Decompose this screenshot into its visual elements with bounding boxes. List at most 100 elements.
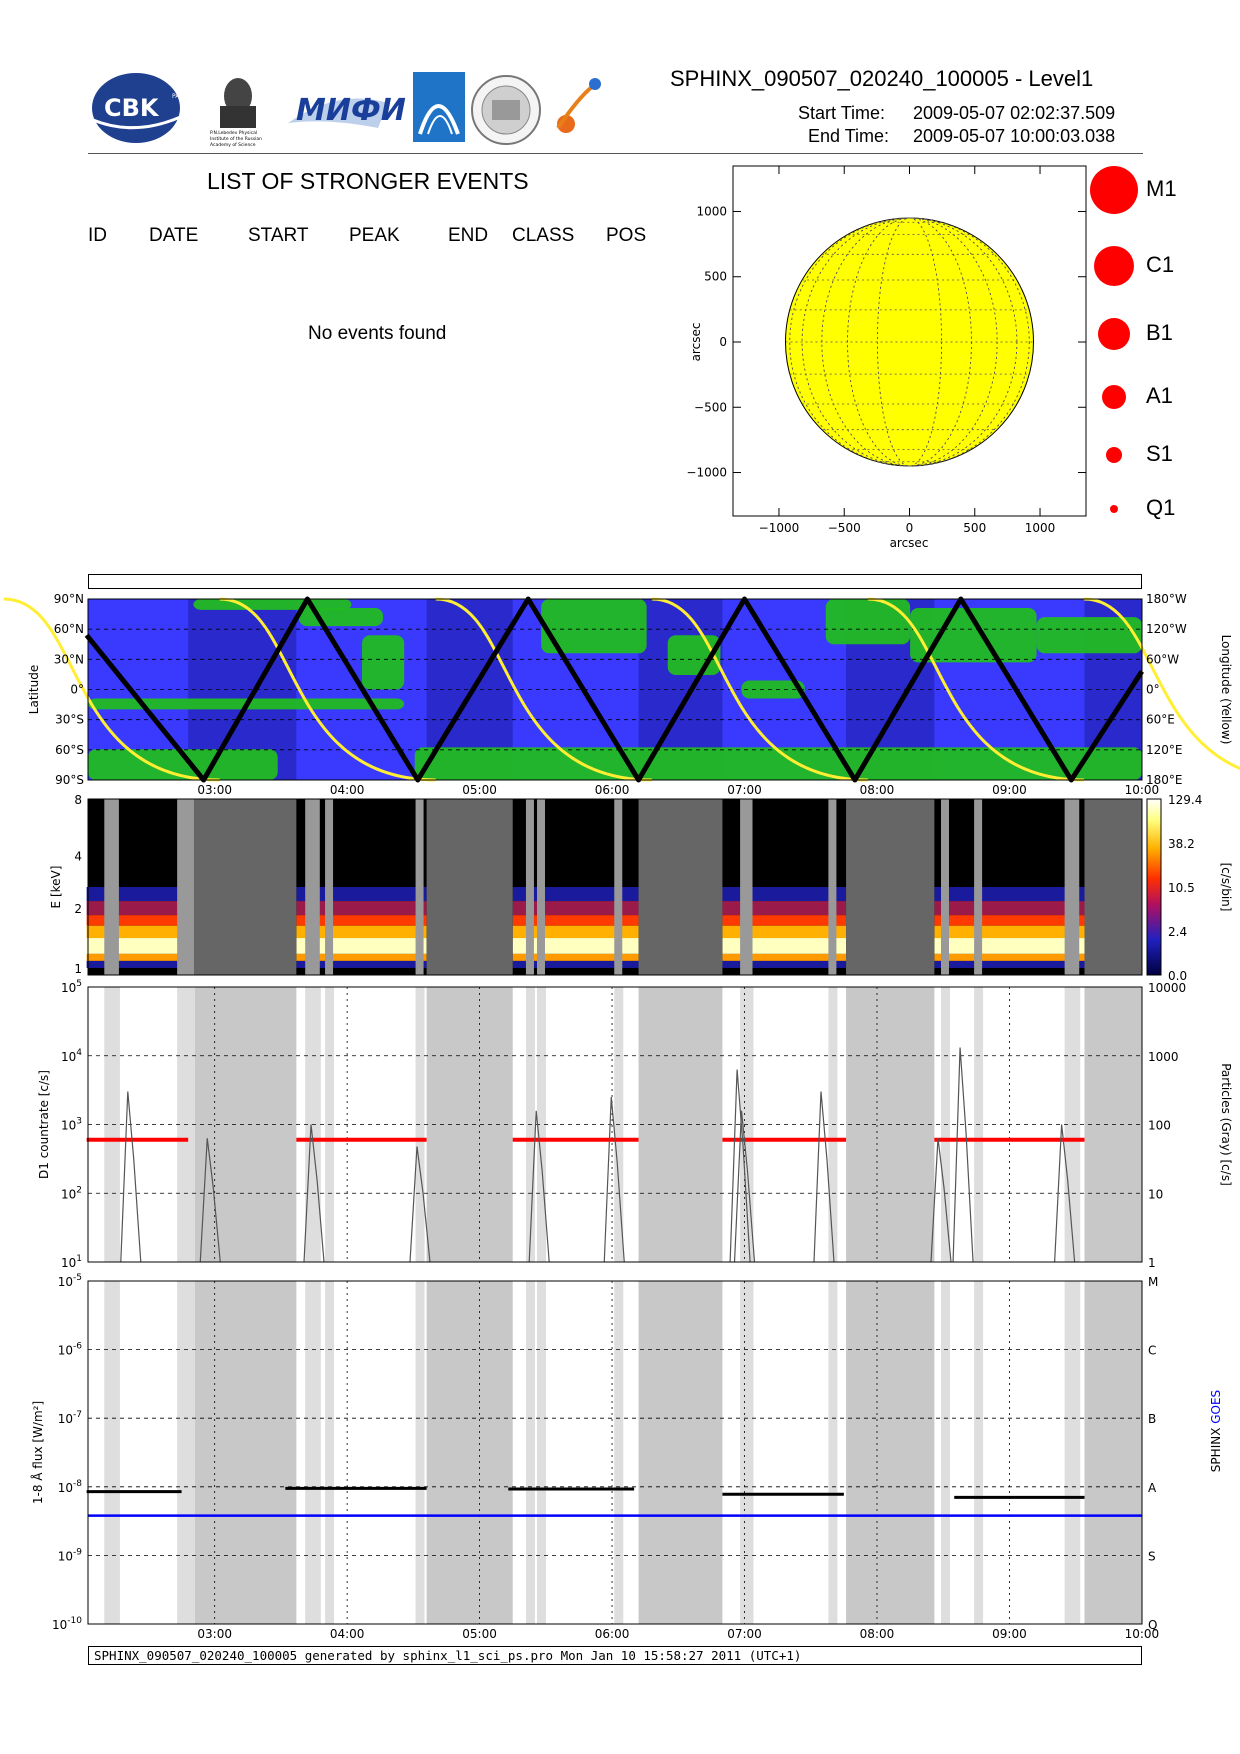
countrate-ytick: 105 <box>61 979 82 995</box>
flux-gap <box>846 1281 935 1624</box>
sun-xtick-label: −500 <box>828 521 861 535</box>
orbit-y2label: Longitude (Yellow) <box>1219 635 1233 745</box>
events-col-pos: POS <box>606 225 647 246</box>
flux-thin-gap <box>415 1281 425 1624</box>
particle-spike <box>120 1091 142 1263</box>
colorbar-tick: 0.0 <box>1168 969 1187 983</box>
flux-thin-gap <box>525 1281 535 1624</box>
sun-xtick-label: −1000 <box>759 521 800 535</box>
flux-frame <box>87 1280 1143 1625</box>
iki-logo <box>413 72 465 142</box>
svg-text:Academy of Science: Academy of Science <box>210 142 256 148</box>
particle-spike <box>528 1110 550 1263</box>
spectrogram-thin-gap <box>525 799 534 975</box>
countrate-ytick: 104 <box>61 1048 82 1064</box>
spectrogram-band <box>934 925 1085 939</box>
orbit-panel: 90°N 60°N 30°N 0° 30°S 60°S 90°S 180°W 120°W 60°W… <box>3 592 1240 797</box>
spectrogram-thin-gap <box>110 799 119 975</box>
orbit-lon-tick: 60°E <box>1146 713 1175 727</box>
svg-text:P.N.Lebedev Physical: P.N.Lebedev Physical <box>210 130 257 136</box>
end-time-value: 2009-05-07 10:00:03.038 <box>913 126 1116 146</box>
events-col-class: CLASS <box>512 225 575 246</box>
colorbar-tick: 10.5 <box>1168 881 1195 895</box>
spectrogram-thin-gap <box>1071 799 1080 975</box>
end-time-label: End Time: <box>808 126 890 146</box>
start-time-label: Start Time: <box>798 103 886 123</box>
orbit-lat-tick: 90°N <box>54 592 84 606</box>
orbit-lon-tick: 180°W <box>1146 592 1187 606</box>
flare-legend-marker <box>1090 166 1138 214</box>
spectrogram-frame <box>87 798 1143 976</box>
time-tick-label: 08:00 <box>860 1627 895 1641</box>
spectrogram-thin-gap <box>740 799 749 975</box>
orbit-region <box>741 680 805 699</box>
time-tick-label: 07:00 <box>727 1627 762 1641</box>
spectrogram-thin-gap <box>828 799 837 975</box>
orbit-region <box>1036 617 1142 654</box>
flux-thin-gap <box>185 1281 195 1624</box>
spectrogram-ytick: 4 <box>74 849 82 863</box>
orbit-lon-tick: 180°E <box>1146 773 1183 787</box>
orbit-lat-tick: 30°N <box>54 652 84 666</box>
spectrogram-thin-gap <box>181 799 190 975</box>
orbit-frame <box>87 598 1143 781</box>
countrate-y2tick: 1000 <box>1148 1050 1179 1064</box>
countrate-ytick: 101 <box>61 1254 82 1270</box>
orbit-lon-tick: 0° <box>1146 683 1160 697</box>
flux-thin-gap <box>1064 1281 1074 1624</box>
spectrogram-band <box>722 938 847 954</box>
spectrogram-band <box>934 887 1085 902</box>
sun-longitude-line <box>789 217 1030 467</box>
header-divider <box>88 153 1143 154</box>
colorbar-tick: 2.4 <box>1168 925 1187 939</box>
flux-ytick: 10-7 <box>58 1410 82 1426</box>
flux-thin-gap <box>1071 1281 1081 1624</box>
spectrogram-band <box>722 953 847 961</box>
spectrogram-band <box>86 938 189 954</box>
planet-logo <box>556 78 601 133</box>
events-col-start: START <box>248 225 309 246</box>
countrate-thin-gap <box>305 987 315 1262</box>
spectrogram-thin-gap <box>311 799 320 975</box>
countrate-thin-gap <box>1064 987 1074 1262</box>
flux-panel: 10-5 10-6 10-7 10-8 10-9 10-10 M C B A S Q 1-8 Å flu… <box>30 1273 1223 1641</box>
start-time-value: 2009-05-07 02:02:37.509 <box>913 103 1116 123</box>
spectrogram-band <box>934 915 1085 926</box>
events-title: LIST OF STRONGER EVENTS <box>207 168 529 194</box>
flux-gap <box>188 1281 297 1624</box>
spectrogram-thin-gap <box>536 799 545 975</box>
flux-class-tick: M <box>1148 1275 1158 1289</box>
countrate-y2tick: 10 <box>1148 1187 1163 1201</box>
flux-thin-gap <box>744 1281 754 1624</box>
spectrogram-gap <box>638 799 723 975</box>
cbk-logo: CBK PAN <box>92 73 199 143</box>
particle-spike <box>952 1047 974 1263</box>
orbit-lon-tick: 120°W <box>1146 622 1187 636</box>
countrate-frame <box>87 986 1143 1263</box>
countrate-y2label: Particles (Gray) [c/s] <box>1219 1063 1233 1186</box>
particle-spike <box>813 1091 835 1263</box>
time-tick-label: 08:00 <box>860 783 895 797</box>
spectrogram-ytick: 8 <box>74 793 82 807</box>
footer-caption: SPHINX_090507_020240_100005 generated by… <box>88 1646 1142 1665</box>
spectrogram-band <box>86 953 189 961</box>
spectrogram-band <box>934 953 1085 961</box>
countrate-ytick: 103 <box>61 1117 82 1133</box>
time-tick-label: 04:00 <box>330 1627 365 1641</box>
spectrogram-thin-gap <box>614 799 623 975</box>
orbit-lon-tick: 120°E <box>1146 743 1183 757</box>
countrate-thin-gap <box>415 987 425 1262</box>
sun-xlabel: arcsec <box>890 536 929 550</box>
orbit-region <box>88 749 278 780</box>
spectrogram-band <box>934 901 1085 916</box>
flux-thin-gap <box>104 1281 114 1624</box>
particle-spike <box>409 1146 431 1263</box>
spectrogram-band <box>86 925 189 939</box>
time-tick-label: 05:00 <box>462 783 497 797</box>
spectrogram-colorbar <box>1146 798 1162 976</box>
spectrogram-gap <box>188 799 297 975</box>
flux-thin-gap <box>614 1281 624 1624</box>
spectrogram-band <box>722 887 847 902</box>
spectrogram-thin-gap <box>177 799 186 975</box>
mifi-logo: МИФИ <box>288 93 406 128</box>
